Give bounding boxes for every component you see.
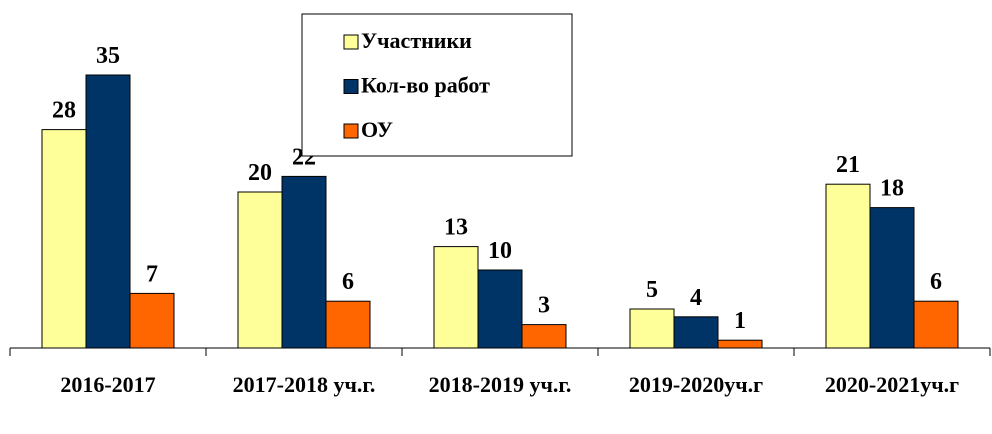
- data-label: 1: [734, 308, 746, 334]
- bar: [913, 300, 959, 349]
- bar: [41, 129, 87, 349]
- legend-label: ОУ: [361, 117, 393, 142]
- x-tick-label: 2016-2017: [60, 372, 156, 397]
- bar: [325, 300, 371, 349]
- x-tick-label: 2019-2020уч.г: [628, 372, 764, 397]
- data-label: 28: [52, 98, 76, 124]
- data-label: 10: [488, 238, 512, 264]
- x-tick-label: 2018-2019 уч.г.: [428, 372, 572, 397]
- legend-label: Участники: [361, 28, 472, 53]
- data-label: 20: [248, 160, 272, 186]
- bar: [433, 246, 479, 349]
- data-label: 21: [836, 152, 860, 178]
- bar: [85, 74, 131, 349]
- bar: [825, 183, 871, 349]
- bar: [237, 191, 283, 349]
- bar: [629, 308, 675, 349]
- data-label: 6: [342, 269, 354, 295]
- bar: [281, 175, 327, 349]
- legend-swatch: [343, 34, 359, 50]
- bar: [477, 269, 523, 349]
- bar: [673, 316, 719, 349]
- data-label: 6: [930, 269, 942, 295]
- x-tick-label: 2017-2018 уч.г.: [232, 372, 376, 397]
- data-label: 13: [444, 215, 468, 241]
- x-tick-label: 2020-2021уч.г: [824, 372, 960, 397]
- legend-swatch: [343, 123, 359, 139]
- bar: [129, 292, 175, 349]
- data-label: 7: [146, 261, 158, 287]
- bar: [717, 339, 763, 349]
- legend-swatch: [343, 79, 359, 94]
- bar: [521, 324, 567, 349]
- data-label: 5: [646, 277, 658, 303]
- data-label: 3: [538, 293, 550, 319]
- legend-label: Кол-во работ: [361, 73, 490, 98]
- data-label: 4: [690, 285, 702, 311]
- data-label: 18: [880, 176, 904, 202]
- legend: Участники Кол-во работ ОУ: [301, 13, 573, 157]
- bar: [869, 207, 915, 349]
- data-label: 35: [96, 43, 120, 69]
